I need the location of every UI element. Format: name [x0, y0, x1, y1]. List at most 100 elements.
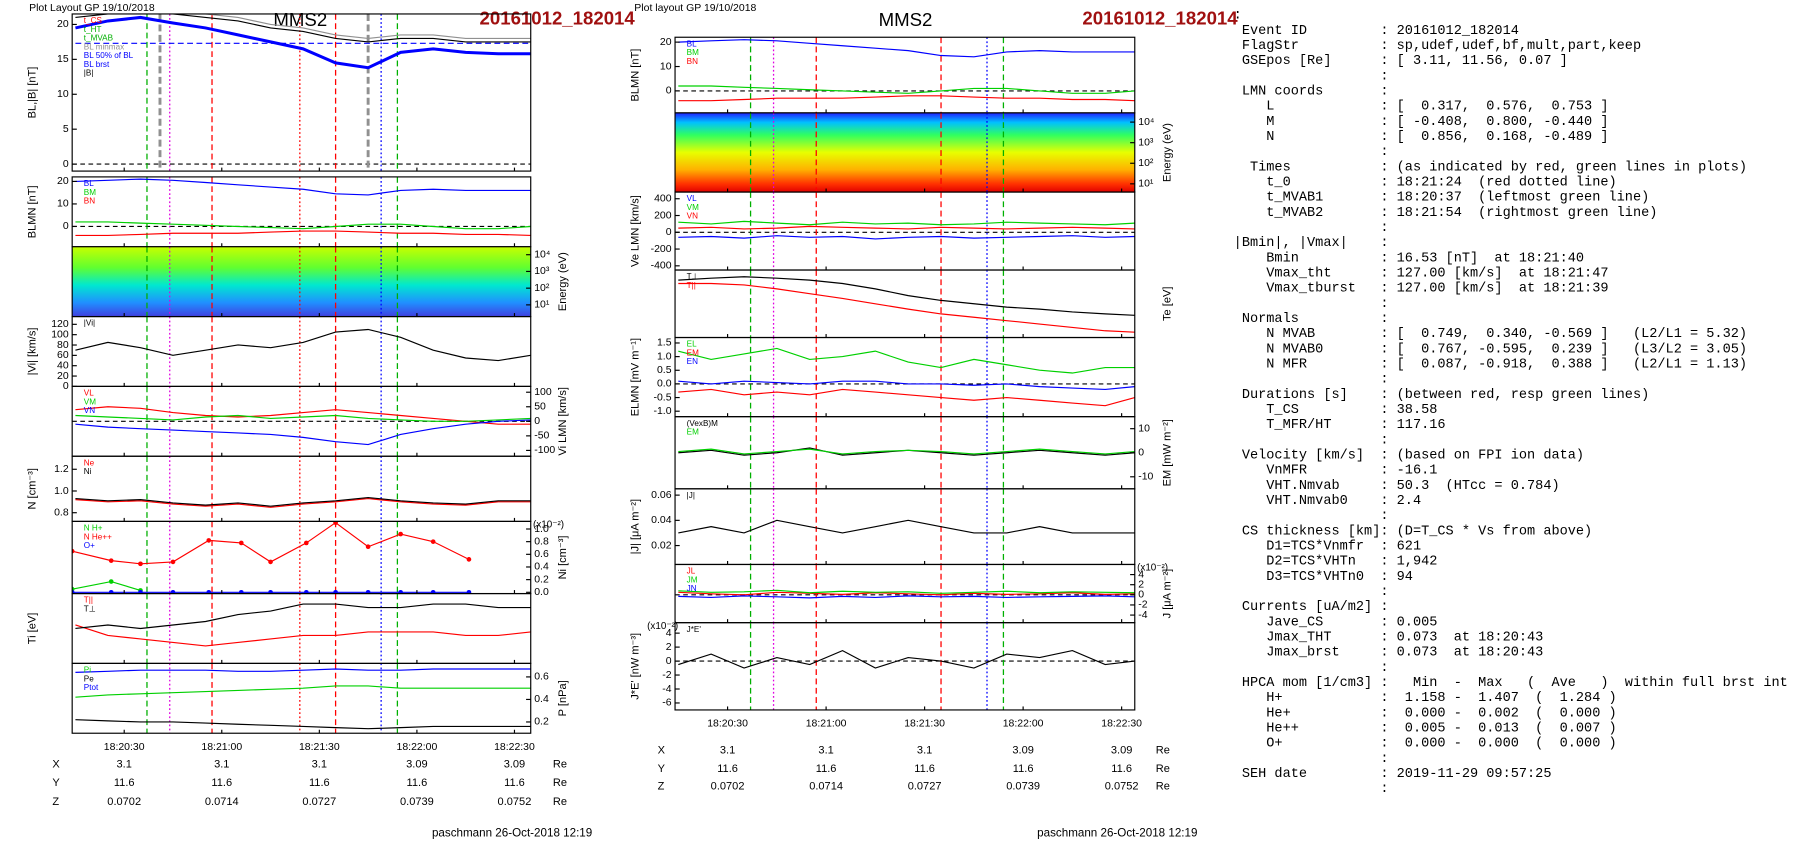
summary-line: Durations [s] : (between red, resp green… [1234, 388, 1650, 403]
summary-line: : [1234, 145, 1389, 160]
summary-line: LMN coords : [1234, 85, 1389, 100]
marker [268, 559, 273, 565]
panel [678, 270, 1135, 338]
y-tick-label: 10³ [1138, 137, 1154, 148]
legend-entry: t_CS [84, 16, 103, 25]
legend-entry: Ni [84, 467, 92, 476]
panel [75, 593, 531, 664]
legend-entry: EL [687, 340, 697, 349]
panel [72, 386, 531, 457]
legend-entry: EM [687, 428, 699, 437]
series-line [678, 347, 1135, 374]
panel [72, 521, 472, 594]
series-line [75, 719, 531, 730]
legend-entry: T|| [687, 281, 696, 290]
y-axis-label: |J| [μA m⁻²] [629, 499, 641, 554]
y-tick-label: 1.5 [657, 338, 672, 349]
summary-line: Vmax_tburst : 127.00 [km/s] at 18:21:39 [1234, 282, 1609, 297]
summary-line: Jave_CS : 0.005 [1234, 615, 1438, 630]
y-axis-label: BLMN [nT] [27, 185, 39, 238]
marker [138, 589, 143, 594]
y-axis-label: |Vi| [km/s] [27, 328, 39, 376]
series-line [678, 282, 1135, 333]
summary-line: N MVAB0 : [ 0.767, -0.595, 0.239 ] (L3/L… [1234, 342, 1747, 357]
spectrogram [72, 246, 531, 317]
series-line [678, 225, 1135, 230]
marker [304, 540, 309, 546]
position-value: 11.6 [914, 763, 935, 775]
summary-line: : [1234, 661, 1389, 676]
series-line [72, 580, 141, 591]
summary-line: Jmax_THT : 0.073 at 18:20:43 [1234, 630, 1544, 645]
event-id: 20161012_182014 [1082, 8, 1238, 29]
summary-line: : [1234, 752, 1389, 767]
legend-entry: J*E' [687, 625, 702, 634]
legend-entry: O+ [84, 541, 95, 550]
legend-entry: JM [687, 575, 698, 584]
marker [430, 539, 436, 544]
panel-frame [674, 336, 1136, 418]
layout-label: Plot Layout GP 19/10/2018 [29, 3, 155, 14]
y-tick-label: 0.4 [534, 694, 549, 705]
summary-line: t_0 : 18:21:24 (red dotted line) [1234, 176, 1617, 191]
y-axis-label: N [cm⁻³] [27, 468, 39, 509]
position-value: 0.0727 [908, 781, 942, 793]
position-value: 3.09 [1012, 745, 1034, 757]
legend-entry: JL [687, 567, 696, 576]
y-tick-label: -400 [651, 261, 672, 272]
summary-line: M : [ -0.408, 0.800, -0.440 ] [1234, 115, 1609, 130]
y-tick-label: 10² [534, 283, 550, 294]
y-tick-label: 0 [63, 159, 69, 170]
footer: paschmann 26-Oct-2018 12:19 [432, 826, 592, 839]
legend-entry: t_MVAB [84, 34, 113, 43]
summary-line: Bmin : 16.53 [nT] at 18:21:40 [1234, 251, 1584, 266]
y-tick-label: 100 [51, 329, 69, 340]
y-tick-label: 20 [57, 19, 69, 30]
summary-line: VHT.Nmvab : 50.3 (HTcc = 0.784) [1234, 479, 1560, 494]
summary-line: D2=TCS*VHTn : 1,942 [1234, 555, 1438, 570]
summary-line: FlagStr : sp,udef,udef,bf,mult,part,keep [1234, 39, 1641, 54]
y-tick-label: 5 [63, 124, 69, 135]
panel-frame [674, 36, 1136, 114]
series-line [678, 595, 1135, 599]
series-line [72, 521, 470, 565]
y-tick-label: 120 [51, 319, 69, 330]
series-line [75, 414, 531, 422]
summary-line: : [1234, 782, 1389, 797]
y-tick-label: 0.06 [651, 490, 672, 501]
legend-entry: BN [687, 57, 698, 66]
legend-entry: VL [687, 194, 697, 203]
y-tick-label: 0 [666, 227, 672, 238]
x-tick-label: 18:20:30 [104, 742, 145, 753]
y-tick-label: -0.5 [654, 392, 672, 403]
position-value: 0.0727 [302, 796, 336, 808]
y-tick-label: 10 [57, 199, 69, 210]
legend-entry: VM [84, 397, 96, 406]
panel [72, 246, 531, 317]
series-line [678, 39, 1135, 58]
x-tick-label: 18:20:30 [707, 719, 748, 730]
y-tick-label: 0.0 [534, 587, 549, 598]
panel [75, 456, 531, 522]
position-value: 11.6 [504, 777, 525, 789]
y-tick-label: 0.0 [657, 379, 672, 390]
marker [108, 558, 114, 563]
series-line [75, 668, 531, 673]
marker [398, 531, 403, 537]
series-line [678, 519, 1135, 534]
legend-entry: Ptot [84, 683, 99, 692]
y-axis-label: Ti [eV] [27, 613, 39, 645]
y-axis-label: Te [eV] [1161, 287, 1173, 321]
legend-entry: VN [84, 406, 95, 415]
position-value: 0.0702 [107, 796, 141, 808]
summary-line: : [1234, 373, 1389, 388]
position-unit: Re [553, 796, 567, 808]
position-label: Y [658, 763, 666, 775]
summary-line: Normals : [1234, 312, 1389, 327]
position-value: 0.0752 [498, 796, 532, 808]
y-tick-label: 40 [57, 360, 69, 371]
y-tick-label: 20 [660, 37, 672, 48]
y-tick-label: -200 [651, 244, 672, 255]
series-line [678, 235, 1135, 240]
position-value: 0.0714 [205, 796, 239, 808]
